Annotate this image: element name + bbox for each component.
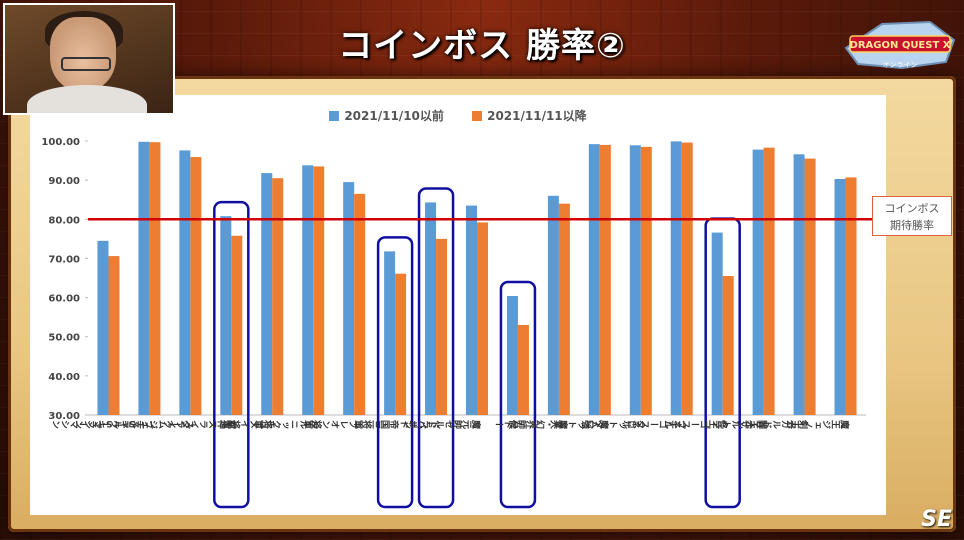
bar-series-2 bbox=[477, 222, 488, 415]
bar-chart: 30.00 40.00 50.00 60.00 70.00 80.00 90.00 100.0… bbox=[41, 137, 886, 509]
y-tick-label: 90.00 bbox=[48, 176, 80, 187]
category-label: タロット魔人強 bbox=[581, 418, 645, 430]
category-label: 闇王ザルトラ bbox=[714, 418, 768, 429]
bar-series-2 bbox=[313, 166, 325, 415]
category-label: ドラゴン bbox=[404, 418, 440, 428]
highlight-box bbox=[499, 280, 537, 509]
legend-label-series-2: 2021/11/11以降 bbox=[487, 109, 587, 123]
bar-series-2 bbox=[722, 276, 734, 415]
y-tick-label: 100.00 bbox=[41, 137, 80, 148]
category-label: 剣王ガルドリオン bbox=[737, 418, 810, 430]
bar-series-2 bbox=[681, 142, 693, 415]
bar-series-1 bbox=[793, 154, 805, 415]
bar-series-1 bbox=[261, 173, 273, 415]
chart-panel: 2021/11/10以前 2021/11/11以降 30.00 40.00 50.0… bbox=[30, 95, 886, 515]
webcam-feed bbox=[3, 3, 175, 115]
y-tick-label: 50.00 bbox=[48, 333, 80, 344]
bar-series-1 bbox=[752, 149, 764, 415]
bar-series-1 bbox=[343, 182, 355, 415]
bar-series-2 bbox=[436, 238, 448, 415]
callout-line-1: コインボス bbox=[884, 202, 940, 215]
bar-series-2 bbox=[558, 203, 570, 415]
dragon-quest-logo: DRAGON QUEST X オンライン bbox=[842, 18, 958, 74]
chart-legend: 2021/11/10以前 2021/11/11以降 bbox=[30, 107, 886, 124]
highlight-box bbox=[376, 236, 414, 509]
legend-swatch-orange bbox=[472, 110, 483, 121]
bar-series-2 bbox=[190, 157, 202, 415]
bar-series-1 bbox=[302, 165, 314, 415]
category-label: スライムジェネラル bbox=[113, 418, 194, 429]
bar-series-2 bbox=[640, 146, 652, 415]
category-label: 怪王ゴースネル bbox=[664, 418, 728, 429]
category-label: タロット魔人 bbox=[550, 418, 604, 430]
channel-watermark: SE bbox=[921, 507, 952, 532]
bar-series-2 bbox=[599, 144, 611, 415]
bar-series-2 bbox=[231, 235, 243, 415]
bar-series-1 bbox=[425, 202, 437, 415]
bar-series-1 bbox=[588, 144, 600, 416]
bar-series-2 bbox=[354, 193, 366, 415]
category-label: 魔王ジェノーガ bbox=[786, 418, 851, 430]
presenter-face bbox=[50, 17, 116, 91]
category-label: ブレオン将軍 bbox=[303, 418, 359, 429]
category-label: 邪神スライダーク bbox=[163, 418, 235, 430]
y-tick-label: 80.00 bbox=[48, 215, 80, 226]
legend-label-series-1: 2021/11/10以前 bbox=[344, 109, 444, 123]
bar-series-2 bbox=[804, 158, 816, 415]
category-label: キュメイ将軍 bbox=[221, 418, 276, 429]
logo-text: DRAGON QUEST X bbox=[850, 40, 951, 51]
bar-series-1 bbox=[834, 178, 846, 415]
category-label: 帝国三将軍 bbox=[353, 418, 400, 429]
category-label: ブチゴースネル bbox=[623, 418, 687, 429]
bar-series-1 bbox=[384, 251, 396, 415]
y-tick-label: 30.00 bbox=[48, 411, 80, 422]
legend-swatch-blue bbox=[329, 110, 340, 121]
bar-series-2 bbox=[272, 178, 284, 415]
bar-series-1 bbox=[711, 232, 723, 415]
y-tick-label: 40.00 bbox=[48, 372, 80, 383]
category-label: 真・幻界師候 bbox=[508, 418, 564, 429]
y-tick-label: 60.00 bbox=[48, 294, 80, 305]
bar-series-2 bbox=[149, 142, 161, 415]
category-label: ブチSキラーマシン bbox=[75, 418, 155, 429]
bar-series-2 bbox=[108, 256, 120, 415]
bar-series-1 bbox=[466, 205, 477, 415]
logo-sub-text: オンライン bbox=[883, 61, 918, 69]
legend-item-series-1: 2021/11/10以前 bbox=[329, 107, 444, 124]
legend-item-series-2: 2021/11/11以降 bbox=[472, 107, 587, 124]
bar-series-1 bbox=[547, 195, 559, 415]
bar-series-2 bbox=[763, 147, 775, 415]
bar-series-1 bbox=[506, 296, 518, 415]
bar-series-2 bbox=[845, 177, 857, 415]
threshold-callout: コインボス 期待勝率 bbox=[872, 196, 952, 236]
category-label: ゲルニック将軍 bbox=[253, 418, 318, 429]
bar-series-1 bbox=[179, 150, 191, 415]
bar-series-1 bbox=[629, 145, 641, 415]
bar-series-2 bbox=[395, 273, 407, 415]
highlight-box bbox=[417, 187, 455, 509]
bar-series-2 bbox=[517, 324, 529, 415]
category-label: 魔元帥ゼルドバルド bbox=[400, 418, 482, 430]
category-label: ムドー bbox=[495, 418, 522, 429]
bar-series-1 bbox=[220, 216, 232, 415]
y-tick-label: 70.00 bbox=[48, 254, 80, 265]
bar-series-1 bbox=[670, 141, 682, 416]
bar-series-1 bbox=[97, 240, 109, 415]
category-label: Sキラーマシン bbox=[52, 418, 112, 429]
page-title: コインボス 勝率② bbox=[338, 26, 626, 66]
bar-series-1 bbox=[138, 141, 150, 416]
highlight-box bbox=[213, 200, 250, 509]
callout-line-2: 期待勝率 bbox=[890, 219, 934, 232]
